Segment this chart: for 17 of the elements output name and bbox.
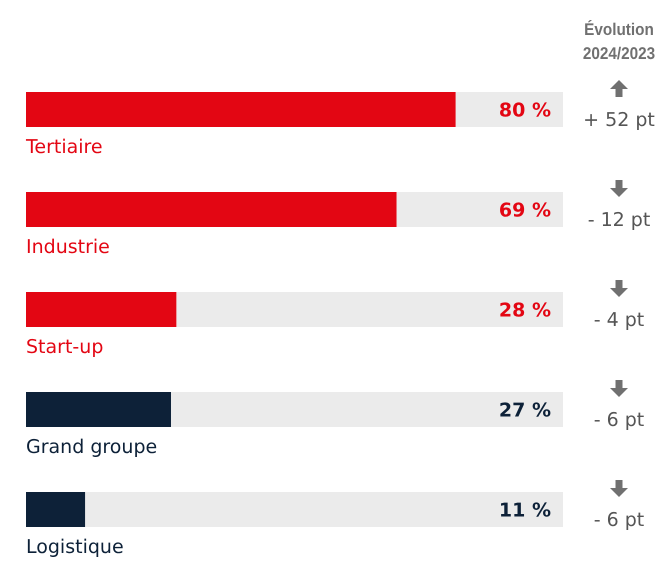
text: Évolution 2024/2023 bbox=[582, 19, 656, 64]
data-label: 69 % bbox=[498, 200, 551, 222]
text: - 4 pt bbox=[594, 309, 644, 331]
data-label: 27 % bbox=[498, 400, 551, 422]
y-tick-label: Tertiaire bbox=[25, 136, 103, 158]
y-tick-label: Start-up bbox=[26, 336, 104, 358]
text: - 12 pt bbox=[588, 209, 650, 231]
data-label: 80 % bbox=[498, 100, 551, 122]
text: - 6 pt bbox=[594, 409, 644, 431]
bar bbox=[26, 492, 86, 527]
y-tick-label: Logistique bbox=[26, 536, 124, 558]
y-tick-label: Industrie bbox=[26, 236, 110, 258]
data-label: 28 % bbox=[498, 300, 551, 322]
data-label: 11 % bbox=[498, 500, 551, 522]
text: + 52 pt bbox=[583, 109, 655, 131]
y-tick-label: Grand groupe bbox=[26, 436, 158, 458]
text: - 6 pt bbox=[594, 509, 644, 531]
